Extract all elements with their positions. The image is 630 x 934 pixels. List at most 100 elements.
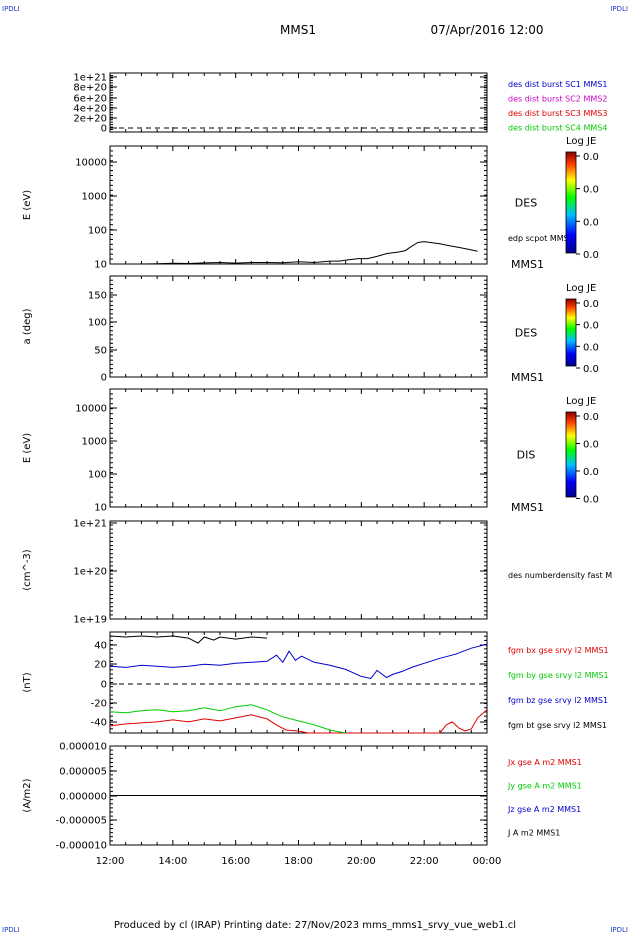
corner-label-top-left: IPDLI xyxy=(2,5,20,13)
y-tick-label: 150 xyxy=(88,291,107,302)
colorbar-tick-label: 0.0 xyxy=(583,299,599,310)
panel-frame xyxy=(109,145,488,265)
y-tick-label: 0 xyxy=(101,373,107,384)
panel-frame xyxy=(109,72,488,133)
datetime-title: 07/Apr/2016 12:00 xyxy=(430,23,543,37)
panel-frame xyxy=(109,388,488,508)
x-tick-label: 12:00 xyxy=(96,856,125,867)
footer-text: Produced by cl (IRAP) Printing date: 27/… xyxy=(114,920,516,931)
panel-frame xyxy=(109,520,488,620)
spacecraft-title: MMS1 xyxy=(280,23,316,37)
y-axis-label: (cm^-3) xyxy=(22,549,33,590)
colorbar-tick-label: 0.0 xyxy=(583,250,599,261)
corner-label-bottom-right: IPDLI xyxy=(610,926,628,934)
panel-frame xyxy=(109,275,488,378)
y-tick-label: 6e+20 xyxy=(73,94,107,105)
colorbar xyxy=(565,411,577,498)
colorbar xyxy=(565,298,577,367)
colorbar-tick-label: 0.0 xyxy=(583,217,599,228)
y-tick-label: 1e+19 xyxy=(73,615,107,626)
x-tick-label: 18:00 xyxy=(284,856,313,867)
legend-entry: fgm by gse srvy l2 MMS1 xyxy=(508,671,609,680)
y-tick-label: 50 xyxy=(94,346,107,357)
y-tick-label: 10 xyxy=(94,503,107,514)
y-tick-label: 1000 xyxy=(82,437,107,448)
panel-p6: 40 20 0 -20 -40 (nT) fgm bx gse srvy l2 MMS1 fg… xyxy=(22,631,609,734)
legend-entry: Jy gse A m2 MMS1 xyxy=(507,782,582,791)
y-tick-label: -20 xyxy=(91,699,107,710)
y-tick-label: -0.000005 xyxy=(56,816,107,827)
legend-entry: des dist burst SC3 MMS3 xyxy=(508,109,607,118)
y-tick-label: 10000 xyxy=(75,404,107,415)
y-axis-label: (nT) xyxy=(22,672,33,692)
y-tick-label: 8e+20 xyxy=(73,83,107,94)
colorbar-tick-label: 0.0 xyxy=(583,439,599,450)
colorbar-tick-label: 0.0 xyxy=(583,185,599,196)
colorbar-title: Log JE xyxy=(566,396,596,407)
y-tick-label: 100 xyxy=(88,318,107,329)
panel-p7: 0.000010 0.000005 0.000000 -0.000005 -0.0000… xyxy=(22,742,582,868)
x-tick-label: 00:00 xyxy=(473,856,502,867)
colorbar-title: Log JE xyxy=(566,283,596,294)
series-fgm-bx-gse-srvy-l2-mms1 xyxy=(109,709,488,734)
legend-entry: fgm bz gse srvy l2 MMS1 xyxy=(508,696,608,705)
legend-entry: fgm bt gse srvy l2 MMS1 xyxy=(508,721,607,730)
x-tick-label: 14:00 xyxy=(158,856,187,867)
colorbar-tick-label: 0.0 xyxy=(583,412,599,423)
legend-entry: Jz gse A m2 MMS1 xyxy=(507,805,581,814)
colorbar-tick-label: 0.0 xyxy=(583,364,599,375)
y-tick-label: 40 xyxy=(94,641,107,652)
y-tick-label: 0 xyxy=(101,680,107,691)
y-tick-label: 10 xyxy=(94,260,107,271)
colorbar-tick-label: 0.0 xyxy=(583,467,599,478)
y-axis-label: E (eV) xyxy=(22,433,33,463)
y-tick-label: 0 xyxy=(101,124,107,135)
y-tick-label: 100 xyxy=(88,226,107,237)
legend-entry: des numberdensity fast M xyxy=(508,571,612,580)
series-fgm-by-gse-srvy-l2-mms1 xyxy=(109,704,346,734)
colorbar-tick-label: 0.0 xyxy=(583,152,599,163)
x-tick-label: 16:00 xyxy=(221,856,250,867)
panel-p3: 150 100 50 0 a (deg) DES MMS1 Log JE 0.0 0.0 0.0 0.… xyxy=(22,275,599,384)
x-tick-label: 22:00 xyxy=(410,856,439,867)
panel-p2: 10000 1000 100 10 E (eV) edp scpot MMS1 DES MMS… xyxy=(22,136,599,271)
legend-entry: J A m2 MMS1 xyxy=(507,829,560,838)
panel-spacecraft-label: MMS1 xyxy=(511,501,544,514)
legend-entry: des dist burst SC2 MMS2 xyxy=(508,95,607,104)
legend-entry: des dist burst SC1 MMS1 xyxy=(508,80,607,89)
y-tick-label: -40 xyxy=(91,718,107,729)
series-fgm-bz-gse-srvy-l2-mms1 xyxy=(109,643,488,680)
y-tick-label: 0.000010 xyxy=(59,742,107,753)
legend-entry: Jx gse A m2 MMS1 xyxy=(507,758,582,767)
corner-label-top-right: IPDLI xyxy=(610,5,628,13)
corner-label-bottom-left: IPDLI xyxy=(2,926,20,934)
y-tick-label: 20 xyxy=(94,660,107,671)
instrument-label: DES xyxy=(515,327,537,340)
series-fgm-bt-gse-srvy-l2-mms1 xyxy=(109,635,268,644)
colorbar xyxy=(565,151,577,254)
legend-entry: edp scpot MMS1 xyxy=(508,234,574,243)
colorbar-title: Log JE xyxy=(566,136,596,147)
y-tick-label: 4e+20 xyxy=(73,104,107,115)
y-tick-label: 1e+20 xyxy=(73,567,107,578)
panel-frame xyxy=(109,631,488,734)
instrument-label: DIS xyxy=(517,449,536,462)
y-tick-label: 1e+21 xyxy=(73,73,107,84)
legend-entry: fgm bx gse srvy l2 MMS1 xyxy=(508,646,609,655)
y-tick-label: -0.000010 xyxy=(56,841,107,852)
x-tick-label: 20:00 xyxy=(347,856,376,867)
y-axis-label: a (deg) xyxy=(22,308,33,344)
y-tick-label: 2e+20 xyxy=(73,114,107,125)
y-tick-label: 0.000000 xyxy=(59,792,107,803)
colorbar-tick-label: 0.0 xyxy=(583,342,599,353)
y-tick-label: 0.000005 xyxy=(59,767,107,778)
legend-entry: des dist burst SC4 MMS4 xyxy=(508,124,607,133)
y-tick-label: 1000 xyxy=(82,192,107,203)
y-tick-label: 10000 xyxy=(75,158,107,169)
panel-spacecraft-label: MMS1 xyxy=(511,371,544,384)
series-edp-scpot-mms1 xyxy=(119,241,478,265)
panel-p4: 10000 1000 100 10 E (eV) DIS MMS1 Log JE 0.0 0.0 0… xyxy=(22,388,599,514)
